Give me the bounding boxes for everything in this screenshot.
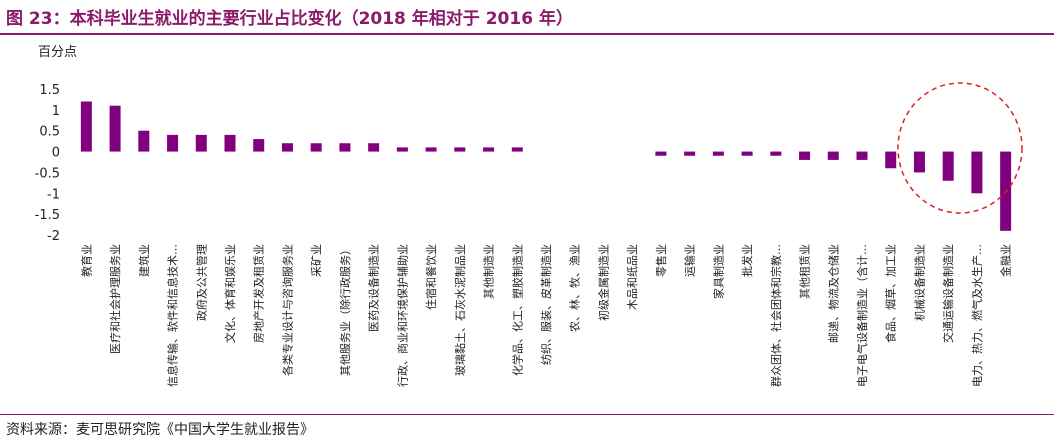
x-category-label: 教育业 [79,244,93,277]
bar [655,151,667,156]
x-category-label: 机械设备制造业 [912,244,926,321]
x-category-label: 金融业 [999,244,1013,277]
bar [712,151,724,156]
y-tick-label: 1 [52,104,60,119]
x-category-label: 食品、烟草、加工业 [884,244,898,343]
y-tick-label: -1 [47,187,60,202]
x-category-label: 群众团体、社会团体和宗教… [769,244,783,387]
bar [167,134,179,152]
bar [281,143,293,152]
bar [511,147,523,152]
x-category-label: 文化、体育和娱乐业 [223,244,237,343]
y-tick-label: -0.5 [35,166,60,181]
title-divider [0,33,1054,35]
bar [885,151,897,169]
x-category-label: 住宿和餐饮业 [424,244,438,310]
x-category-label: 行政、商业和环境保护辅助业 [395,244,409,387]
x-category-label: 医疗和社会护理服务业 [108,244,122,354]
source-divider [0,414,1054,415]
bar [138,130,150,152]
y-tick-label: 0 [52,146,60,161]
x-category-label: 电力、热力、燃气及水生产… [970,244,984,387]
bar-chart: 百分点 1.5 1 0.5 0 -0.5 -1 -1.5 -2 教育业 医疗和社会护理服务业 建筑… [35,45,1023,387]
bar [425,147,437,152]
x-category-label: 各类专业设计与咨询服务业 [280,244,294,376]
bar [310,143,322,152]
bar [483,147,495,152]
bar [684,151,696,156]
bar [942,151,954,181]
highlight-ellipse [897,82,1023,214]
x-category-label: 初级金属制造业 [596,244,610,321]
y-axis: 1.5 1 0.5 0 -0.5 -1 -1.5 -2 [35,83,60,244]
y-tick-label: 0.5 [39,125,60,140]
y-tick-label: -2 [47,229,60,244]
x-category-label: 建筑业 [137,244,151,277]
source-note: 资料来源：麦可思研究院《中国大学生就业报告》 [6,422,314,438]
x-category-label: 房地产开发及租赁业 [252,244,266,343]
x-category-label: 其他制造业 [482,244,496,299]
x-category-label: 邮递、物流及仓储业 [826,244,840,343]
x-category-label: 木品和纸品业 [626,244,639,310]
title-bar: 图 23：本科毕业生就业的主要行业占比变化（2018 年相对于 2016 年） [0,0,1054,35]
bar [80,101,92,152]
bar [770,151,782,156]
x-category-label: 运输业 [683,244,697,277]
bar [799,151,811,160]
y-tick-label: 1.5 [39,83,60,98]
y-axis-unit-label: 百分点 [38,45,77,60]
x-category-label: 其他租赁业 [798,244,812,299]
bar [396,147,408,152]
bar [856,151,868,160]
bar [368,143,380,152]
x-category-label: 电子电气设备制造业（含计… [855,244,869,387]
x-category-label: 纺织、服装、皮革制造业 [539,244,553,365]
x-category-label: 农、林、牧、渔业 [568,244,582,332]
x-category-label: 玻璃黏土、石灰水泥制品业 [453,244,467,376]
bar [109,105,121,152]
bar [339,143,351,152]
x-category-label: 医药及设备制造业 [367,244,381,332]
bar [195,134,207,152]
bars [80,101,1012,231]
x-category-label: 其他服务业（除行政服务） [338,244,352,376]
bar [741,151,753,156]
bar [913,151,925,173]
bar [971,151,983,194]
x-category-label: 家具制造业 [711,244,725,299]
x-category-label: 交通运输设备制造业 [941,244,955,343]
x-category-label: 采矿业 [310,244,323,277]
x-category-label: 化学品、化工、塑胶制造业 [510,244,524,376]
bar [827,151,839,160]
x-category-label: 批发业 [740,244,754,277]
bar [224,134,236,152]
x-category-label: 政府及公共管理 [194,244,208,321]
x-category-label: 零售业 [654,244,668,277]
chart-title: 图 23：本科毕业生就业的主要行业占比变化（2018 年相对于 2016 年） [6,9,573,29]
x-category-label: 信息传输、软件和信息技术… [166,244,180,387]
y-tick-label: -1.5 [35,208,60,223]
bar [253,139,265,152]
x-axis-labels: 教育业 医疗和社会护理服务业 建筑业 信息传输、软件和信息技术… 政府及公共管理 文化、体… [79,244,1012,387]
bar [454,147,466,152]
